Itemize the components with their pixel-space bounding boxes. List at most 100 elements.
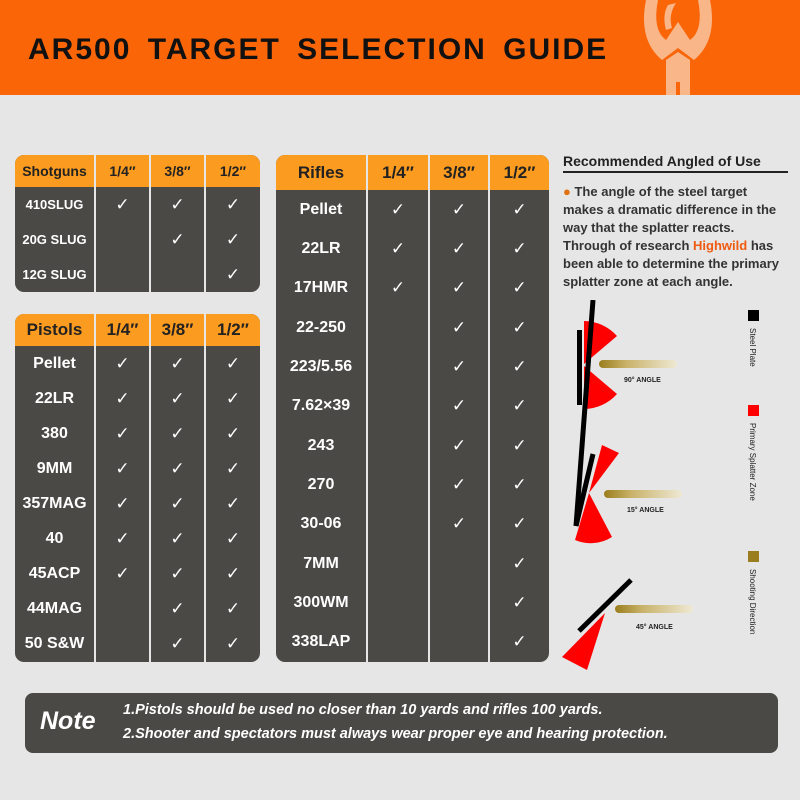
legend-steel-swatch	[748, 310, 759, 321]
angle-45-figure: 45° ANGLE	[562, 578, 693, 670]
caliber-name: 22LR	[15, 381, 96, 417]
empty-cell	[368, 465, 430, 505]
check-icon: ✓	[225, 423, 241, 443]
check-icon: ✓	[430, 307, 490, 348]
table-row: 410SLUG ✓ ✓ ✓	[15, 187, 260, 222]
check-icon: ✓	[225, 353, 241, 373]
note-label: Note	[40, 707, 96, 735]
check-icon: ✓	[430, 190, 490, 230]
steel-plate-45	[577, 578, 633, 633]
caliber-name: 223/5.56	[276, 347, 368, 387]
thickness-header: 3/8″	[430, 155, 490, 190]
check-icon: ✓	[225, 634, 241, 654]
desc-text-b: has been able to determine the primary s…	[563, 238, 780, 289]
caliber-name: 45ACP	[15, 556, 96, 592]
check-icon: ✓	[430, 229, 490, 269]
legend-shooting-swatch	[748, 551, 759, 562]
caliber-name: Pellet	[15, 346, 96, 382]
check-icon: ✓	[512, 553, 527, 573]
empty-cell	[151, 257, 206, 292]
table-row: 7MM ✓	[276, 543, 549, 584]
bullet-dot-icon: ●	[563, 184, 571, 199]
check-icon: ✓	[225, 194, 241, 214]
caliber-name: 30-06	[276, 504, 368, 544]
check-icon: ✓	[225, 493, 241, 513]
category-header: Pistols	[15, 314, 96, 346]
caliber-name: 50 S&W	[15, 626, 96, 662]
caliber-name: 357MAG	[15, 486, 96, 522]
empty-cell	[96, 626, 151, 662]
category-header: Shotguns	[15, 155, 96, 187]
table-row: Pellet ✓ ✓ ✓	[276, 190, 549, 230]
table-row: 44MAG ✓ ✓	[15, 591, 260, 627]
check-icon: ✓	[225, 458, 241, 478]
empty-cell	[368, 425, 430, 466]
check-icon: ✓	[225, 229, 241, 249]
check-icon: ✓	[512, 592, 527, 612]
angled-use-panel: Recommended Angled of Use ● The angle of…	[563, 153, 788, 291]
caliber-name: Pellet	[276, 190, 368, 230]
table-row: 300WM ✓	[276, 583, 549, 623]
check-icon: ✓	[151, 626, 206, 662]
empty-cell	[430, 622, 490, 662]
empty-cell	[368, 307, 430, 348]
table-row: 357MAG ✓ ✓ ✓	[15, 486, 260, 522]
angle-15-figure: 15° ANGLE	[573, 300, 682, 544]
empty-cell	[96, 222, 151, 257]
caliber-name: 40	[15, 521, 96, 557]
check-icon: ✓	[512, 317, 527, 337]
table-row: 30-06 ✓ ✓	[276, 504, 549, 544]
table-row: 22LR ✓ ✓ ✓	[15, 381, 260, 417]
check-icon: ✓	[512, 474, 527, 494]
angle-45-label: 45° ANGLE	[636, 623, 673, 631]
check-icon: ✓	[368, 229, 430, 269]
empty-cell	[368, 583, 430, 623]
caliber-name: 22-250	[276, 307, 368, 348]
deer-antler-logo	[644, 0, 712, 95]
table-row: 338LAP ✓	[276, 622, 549, 662]
table-header: Pistols 1/4″ 3/8″ 1/2″	[15, 314, 260, 346]
table-row: 12G SLUG ✓	[15, 257, 260, 292]
angle-15-label: 15° ANGLE	[627, 506, 664, 514]
check-icon: ✓	[512, 435, 527, 455]
caliber-name: 380	[15, 416, 96, 452]
caliber-name: 7.62×39	[276, 386, 368, 426]
note-box: Note 1.Pistols should be used no closer …	[25, 693, 778, 753]
steel-plate-15	[573, 453, 596, 527]
caliber-name: 9MM	[15, 451, 96, 487]
check-icon: ✓	[96, 521, 151, 557]
check-icon: ✓	[151, 416, 206, 452]
table-row: 50 S&W ✓ ✓	[15, 626, 260, 662]
angled-use-title: Recommended Angled of Use	[563, 153, 788, 173]
caliber-name: 20G SLUG	[15, 222, 96, 257]
table-row: 22-250 ✓ ✓	[276, 307, 549, 348]
shotguns-table: Shotguns 1/4″ 3/8″ 1/2″ 410SLUG ✓ ✓ ✓ 20G SLUG ✓ ✓…	[15, 155, 260, 292]
legend-splatter-label: Primary Splatter Zone	[748, 423, 757, 501]
header-banner: AR500 TARGET SELECTION GUIDE	[0, 0, 800, 95]
empty-cell	[368, 622, 430, 662]
check-icon: ✓	[430, 268, 490, 308]
brand-name: Highwild	[693, 238, 748, 253]
page-title: AR500 TARGET SELECTION GUIDE	[28, 33, 609, 66]
bullet-icon	[599, 360, 677, 368]
check-icon: ✓	[512, 278, 527, 298]
table-row: 9MM ✓ ✓ ✓	[15, 451, 260, 487]
table-row: 223/5.56 ✓ ✓	[276, 347, 549, 387]
table-header: Shotguns 1/4″ 3/8″ 1/2″	[15, 155, 260, 187]
empty-cell	[368, 504, 430, 544]
check-icon: ✓	[430, 386, 490, 426]
caliber-name: 22LR	[276, 229, 368, 269]
angled-use-description: ● The angle of the steel target makes a …	[563, 183, 788, 291]
check-icon: ✓	[96, 416, 151, 452]
check-icon: ✓	[368, 268, 430, 308]
check-icon: ✓	[151, 346, 206, 382]
bullet-icon	[604, 490, 682, 498]
table-row: Pellet ✓ ✓ ✓	[15, 346, 260, 382]
table-row: 7.62×39 ✓ ✓	[276, 386, 549, 426]
thickness-header: 3/8″	[151, 314, 206, 346]
check-icon: ✓	[512, 199, 527, 219]
check-icon: ✓	[512, 632, 527, 652]
check-icon: ✓	[512, 356, 527, 376]
caliber-name: 243	[276, 425, 368, 466]
table-row: 270 ✓ ✓	[276, 465, 549, 505]
